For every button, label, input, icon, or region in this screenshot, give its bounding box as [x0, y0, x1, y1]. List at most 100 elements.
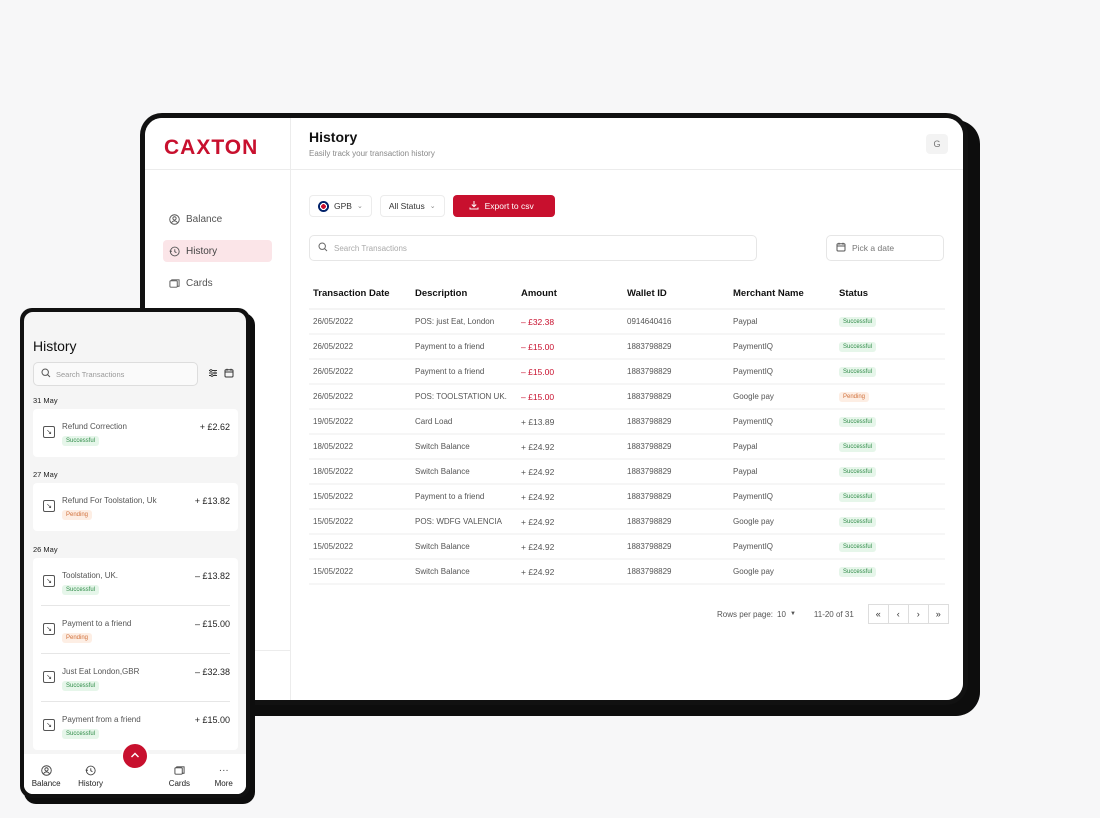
cards-icon	[169, 278, 180, 289]
date-group-heading: 26 May	[33, 545, 58, 554]
column-header[interactable]: Status	[839, 288, 869, 299]
transfer-arrow-icon: ↘	[43, 719, 55, 731]
currency-select[interactable]: GPB ⌄	[309, 195, 372, 217]
avatar[interactable]: G	[926, 134, 948, 154]
status-badge: Successful	[62, 585, 100, 595]
list-item[interactable]: ↘ Refund For Toolstation, Uk Pending + £13.…	[41, 483, 230, 531]
cell-date: 15/05/2022	[313, 492, 354, 501]
chevron-down-icon: ⌄	[429, 203, 436, 210]
column-header[interactable]: Merchant Name	[733, 288, 804, 299]
status-select[interactable]: All Status ⌄	[379, 195, 445, 217]
table-row[interactable]: 26/05/2022 POS: TOOLSTATION UK. – £15.00 18…	[309, 385, 945, 410]
sidebar-item-cards[interactable]: Cards	[163, 272, 272, 294]
sidebar-item-label: History	[186, 245, 218, 257]
cell-status: Pending	[839, 391, 945, 402]
pagination: Rows per page: 10 ▼ 11-20 of 31 « ‹ › »	[717, 604, 949, 624]
table-row[interactable]: 26/05/2022 POS: just Eat, London – £32.38 0…	[309, 310, 945, 335]
cell-date: 18/05/2022	[313, 442, 354, 451]
table-row[interactable]: 15/05/2022 Switch Balance + £24.92 18837988…	[309, 560, 945, 585]
status-badge: Successful	[62, 729, 100, 739]
mobile-search-input[interactable]: Search Transactions	[33, 362, 198, 386]
list-item[interactable]: ↘ Refund Correction Successful + £2.62	[41, 409, 230, 457]
sidebar-nav: Balance History Cards	[145, 170, 290, 294]
cell-description: Switch Balance	[415, 567, 470, 576]
transaction-name: Refund For Toolstation, Uk	[62, 496, 157, 505]
search-icon	[318, 242, 328, 254]
table-row[interactable]: 15/05/2022 POS: WDFG VALENCIA + £24.92 1883…	[309, 510, 945, 535]
cell-amount: + £24.92	[521, 516, 555, 527]
filter-sliders-icon[interactable]	[208, 368, 218, 381]
tab-cards[interactable]: Cards	[159, 765, 199, 788]
search-input[interactable]: Search Transactions	[309, 235, 757, 261]
sidebar-item-label: Balance	[186, 213, 223, 225]
list-item[interactable]: ↘ Toolstation, UK. Successful – £13.82	[41, 558, 230, 606]
history-icon	[85, 765, 96, 777]
list-item[interactable]: ↘ Payment from a friend Successful + £15.00	[41, 702, 230, 750]
sidebar-item-balance[interactable]: Balance	[163, 208, 272, 230]
cell-amount: – £32.38	[521, 316, 555, 327]
tab-history[interactable]: History	[71, 765, 111, 788]
table-row[interactable]: 26/05/2022 Payment to a friend – £15.00 188…	[309, 335, 945, 360]
table-row[interactable]: 15/05/2022 Switch Balance + £24.92 18837988…	[309, 535, 945, 560]
prev-page-button[interactable]: ‹	[887, 604, 909, 624]
filter-bar: GPB ⌄ All Status ⌄ Export to csv	[309, 195, 555, 217]
cell-description: Switch Balance	[415, 467, 470, 476]
table-row[interactable]: 15/05/2022 Payment to a friend + £24.92 188…	[309, 485, 945, 510]
cell-description: Payment to a friend	[415, 492, 485, 501]
column-header[interactable]: Description	[415, 288, 468, 299]
rows-per-page[interactable]: Rows per page: 10 ▼	[717, 610, 796, 619]
column-header[interactable]: Transaction Date	[313, 288, 390, 299]
last-page-button[interactable]: »	[927, 604, 949, 624]
cell-date: 15/05/2022	[313, 542, 354, 551]
cell-status: Successful	[839, 416, 945, 427]
tab-balance[interactable]: Balance	[26, 765, 66, 788]
column-header[interactable]: Amount	[521, 288, 557, 299]
cell-date: 26/05/2022	[313, 317, 354, 326]
calendar-icon[interactable]	[224, 368, 234, 381]
double-chevron-right-icon: »	[935, 609, 941, 619]
cell-merchant: PaymentIQ	[733, 342, 774, 351]
next-page-button[interactable]: ›	[907, 604, 929, 624]
tab-label: More	[214, 779, 233, 788]
cell-amount: – £15.00	[521, 341, 555, 352]
first-page-button[interactable]: «	[867, 604, 889, 624]
cell-wallet-id: 1883798829	[627, 367, 672, 376]
table-row[interactable]: 18/05/2022 Switch Balance + £24.92 18837988…	[309, 435, 945, 460]
status-badge: Successful	[62, 436, 100, 446]
download-icon	[469, 200, 479, 212]
tab-more[interactable]: ··· More	[204, 765, 244, 788]
transaction-amount: + £15.00	[194, 715, 230, 725]
cell-amount: – £15.00	[521, 391, 555, 402]
search-placeholder: Search Transactions	[56, 369, 125, 379]
cell-description: Switch Balance	[415, 542, 470, 551]
brand-logo: CAXTON	[145, 118, 290, 170]
cell-wallet-id: 1883798829	[627, 542, 672, 551]
search-placeholder: Search Transactions	[334, 243, 407, 253]
status-badge: Pending	[839, 392, 870, 402]
table-row[interactable]: 19/05/2022 Card Load + £13.89 1883798829 Pay…	[309, 410, 945, 435]
status-badge: Pending	[62, 510, 93, 520]
table-row[interactable]: 26/05/2022 Payment to a friend – £15.00 188…	[309, 360, 945, 385]
cell-status: Successful	[839, 341, 945, 352]
phone-screen: History Search Transactions 31 May ↘ Refun…	[24, 312, 246, 794]
list-item[interactable]: ↘ Just Eat London,GBR Successful – £32.38	[41, 654, 230, 702]
tablet-screen: CAXTON Balance History	[145, 118, 963, 700]
transfer-arrow-icon: ↘	[43, 500, 55, 512]
cell-status: Successful	[839, 566, 945, 577]
status-badge: Successful	[839, 467, 877, 477]
transaction-name: Refund Correction	[62, 422, 127, 431]
page-subtitle: Easily track your transaction history	[309, 149, 435, 158]
list-item[interactable]: ↘ Payment to a friend Pending – £15.00	[41, 606, 230, 654]
cell-merchant: Google pay	[733, 392, 774, 401]
column-header[interactable]: Wallet ID	[627, 288, 667, 299]
cell-merchant: Google pay	[733, 517, 774, 526]
cell-status: Successful	[839, 366, 945, 377]
sidebar-item-history[interactable]: History	[163, 240, 272, 262]
export-csv-button[interactable]: Export to csv	[452, 195, 555, 217]
table-row[interactable]: 18/05/2022 Switch Balance + £24.92 18837988…	[309, 460, 945, 485]
rows-per-page-label: Rows per page:	[717, 609, 774, 619]
cell-status: Successful	[839, 541, 945, 552]
mobile-page-title: History	[33, 338, 77, 354]
fab-up-button[interactable]	[121, 742, 149, 770]
date-picker[interactable]: Pick a date	[826, 235, 944, 261]
